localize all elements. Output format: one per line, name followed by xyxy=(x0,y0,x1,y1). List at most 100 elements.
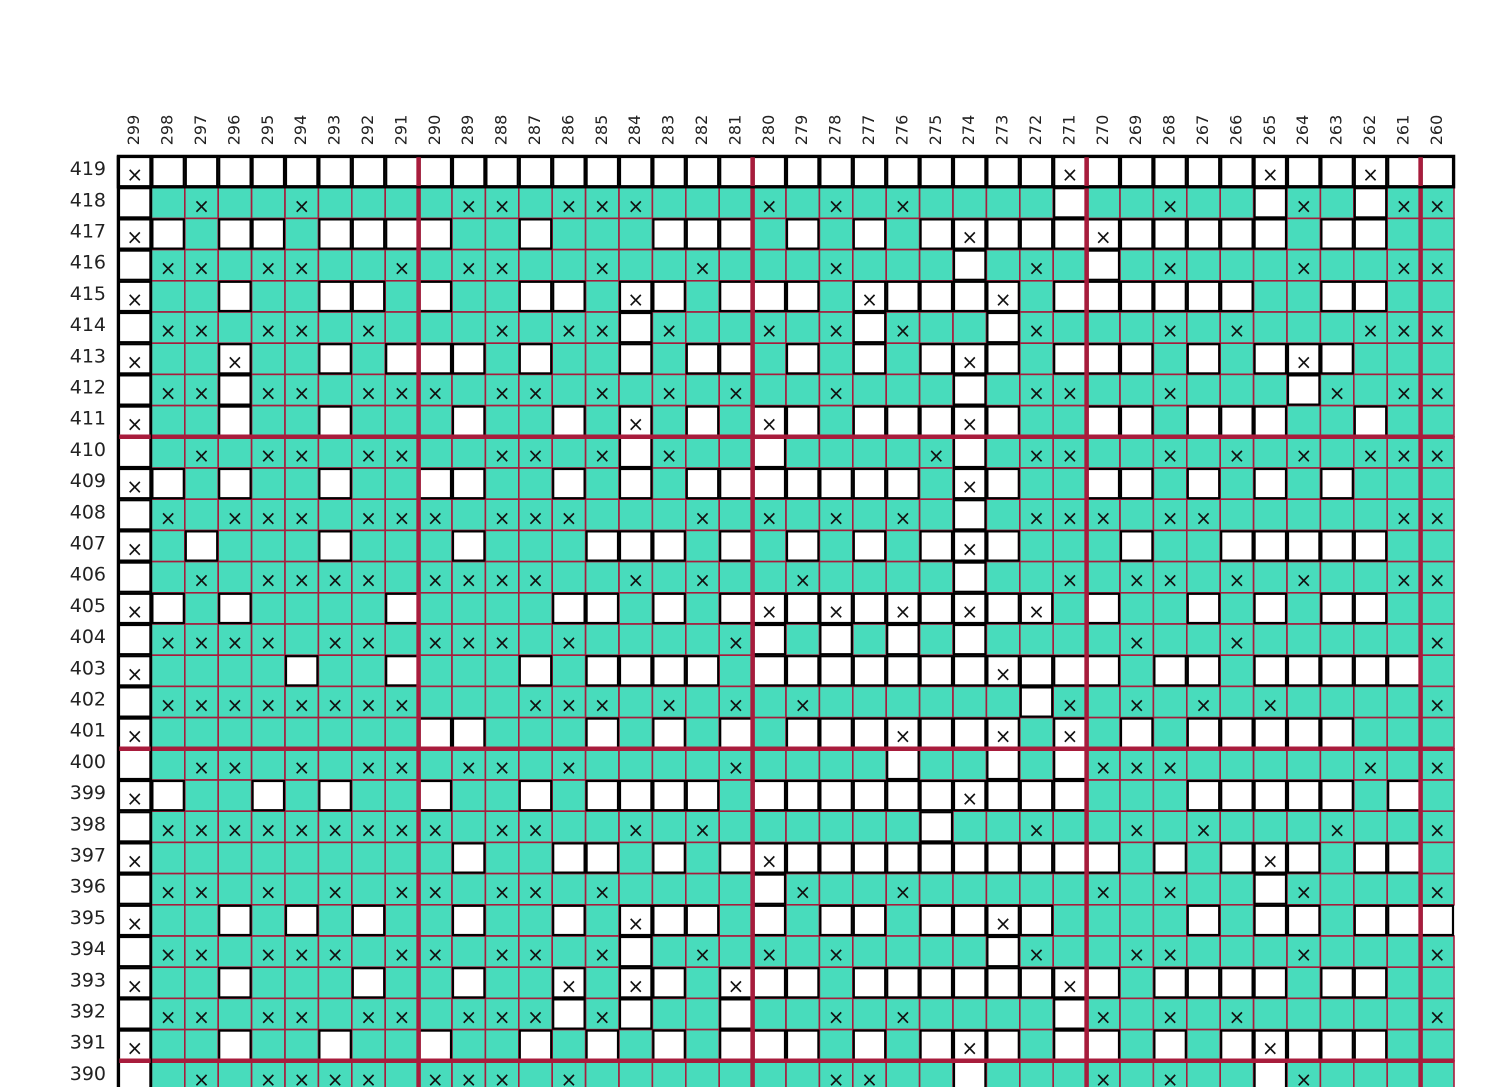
white-cell xyxy=(919,779,954,812)
white-cell xyxy=(418,280,453,313)
teal-cell xyxy=(751,217,787,251)
teal-cell xyxy=(1419,1060,1455,1087)
cross-mark: × xyxy=(260,631,277,655)
white-cell xyxy=(1420,904,1455,937)
teal-cell xyxy=(1186,529,1222,563)
column-label: 279 xyxy=(792,115,811,146)
cross-mark: × xyxy=(1128,631,1145,655)
white-cell xyxy=(986,592,1020,625)
teal-cell xyxy=(584,404,620,438)
column-label: 291 xyxy=(391,115,410,146)
teal-cell xyxy=(217,716,253,750)
cross-mark: × xyxy=(761,194,778,218)
white-cell xyxy=(819,592,853,625)
cross-mark: × xyxy=(394,880,411,904)
white-cell xyxy=(685,343,720,375)
teal-cell xyxy=(1052,404,1088,438)
white-cell xyxy=(552,405,586,437)
cross-mark: × xyxy=(1162,256,1179,280)
teal-cell xyxy=(284,560,320,594)
teal-cell xyxy=(584,903,620,937)
white-cell xyxy=(1253,530,1288,562)
teal-cell xyxy=(1152,560,1188,594)
teal-cell xyxy=(350,404,386,438)
teal-cell xyxy=(1085,529,1121,563)
teal-cell xyxy=(184,591,220,625)
cross-mark: × xyxy=(460,631,477,655)
teal-cell xyxy=(1052,248,1088,282)
cross-mark: × xyxy=(1329,381,1346,405)
teal-cell xyxy=(1286,248,1322,282)
white-cell xyxy=(1053,343,1087,375)
teal-cell xyxy=(1018,1028,1054,1062)
teal-cell xyxy=(1319,903,1355,937)
teal-cell xyxy=(451,248,487,282)
teal-cell xyxy=(250,841,286,875)
teal-cell xyxy=(350,560,386,594)
teal-cell xyxy=(350,685,386,719)
teal-cell xyxy=(150,1060,186,1087)
cross-mark: × xyxy=(360,755,377,779)
cross-mark: × xyxy=(227,818,244,842)
cross-mark: × xyxy=(494,943,511,967)
teal-cell xyxy=(150,1028,186,1062)
teal-cell xyxy=(451,279,487,313)
white-cell xyxy=(919,155,954,188)
teal-cell xyxy=(885,217,921,251)
teal-cell xyxy=(1319,404,1355,438)
cross-mark: × xyxy=(661,319,678,343)
cross-mark: × xyxy=(1162,880,1179,904)
cross-mark: × xyxy=(895,880,912,904)
teal-cell xyxy=(517,966,553,1000)
cross-mark: × xyxy=(1195,693,1212,717)
cross-mark: × xyxy=(460,755,477,779)
row-label: 391 xyxy=(70,1032,106,1054)
white-cell xyxy=(685,655,720,687)
teal-cell xyxy=(818,747,854,781)
white-cell xyxy=(1353,1029,1388,1061)
white-cell xyxy=(819,155,853,188)
cross-mark: × xyxy=(494,631,511,655)
cross-mark: × xyxy=(327,693,344,717)
white-cell xyxy=(852,592,887,625)
teal-cell xyxy=(985,435,1021,469)
cross-mark: × xyxy=(594,693,611,717)
white-cell xyxy=(1086,967,1121,999)
cross-mark: × xyxy=(1362,443,1379,467)
column-label: 288 xyxy=(492,115,511,146)
teal-cell xyxy=(1353,810,1389,844)
white-cell xyxy=(785,530,820,562)
cross-mark: × xyxy=(828,1005,845,1029)
teal-cell xyxy=(284,935,320,969)
teal-cell xyxy=(718,872,754,906)
row-label: 415 xyxy=(70,283,106,305)
white-cell xyxy=(451,904,486,937)
white-cell xyxy=(1286,717,1321,749)
cross-mark: × xyxy=(1429,194,1446,218)
cross-mark: × xyxy=(1295,350,1312,374)
white-cell xyxy=(1186,655,1221,687)
teal-cell xyxy=(250,747,286,781)
teal-cell xyxy=(1119,935,1155,969)
white-cell xyxy=(585,842,620,874)
teal-cell xyxy=(885,1028,921,1062)
white-cell xyxy=(919,592,954,625)
white-cell xyxy=(986,280,1020,313)
teal-cell xyxy=(1186,841,1222,875)
teal-cell xyxy=(317,716,353,750)
teal-cell xyxy=(1286,560,1322,594)
teal-cell xyxy=(1353,467,1389,501)
white-cell xyxy=(451,530,486,562)
teal-cell xyxy=(952,872,988,906)
teal-cell xyxy=(1419,467,1455,501)
cross-mark: × xyxy=(394,1005,411,1029)
teal-cell xyxy=(885,529,921,563)
cross-mark: × xyxy=(561,755,578,779)
white-cell xyxy=(1019,686,1054,718)
teal-cell xyxy=(718,654,754,688)
teal-cell xyxy=(551,217,587,251)
teal-cell xyxy=(885,810,921,844)
white-cell xyxy=(1220,218,1254,250)
cross-mark: × xyxy=(227,755,244,779)
